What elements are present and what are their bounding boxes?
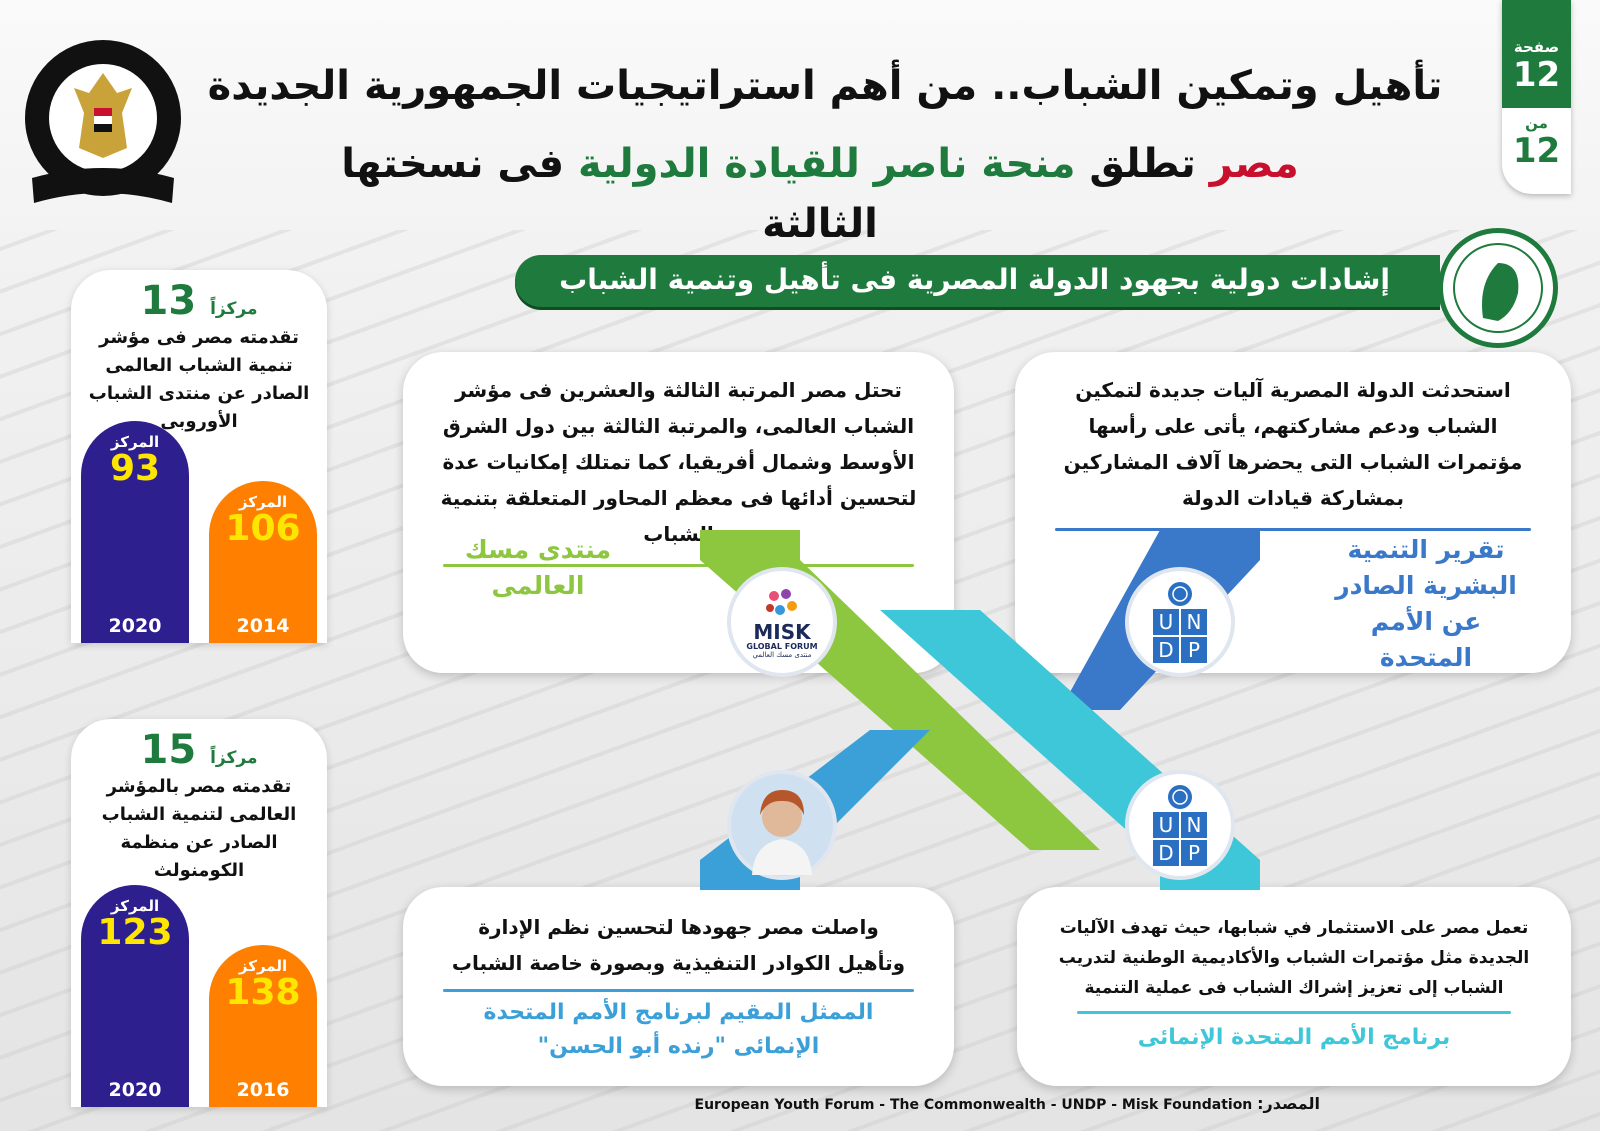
title-nasser-fellowship: منحة ناصر للقيادة الدولية [578, 141, 1076, 187]
page-number: 12 [1512, 55, 1561, 95]
title-egypt: مصر [1209, 141, 1299, 187]
rank-description: تقدمته مصر بالمؤشر العالمى لتنمية الشباب… [101, 776, 297, 881]
misk-name: MISK [753, 619, 811, 644]
un-emblem-icon [1168, 582, 1192, 606]
rank-improvement: 13 [140, 278, 197, 324]
bar-2014: المركز 106 2014 [209, 481, 317, 643]
rank-improvement: 15 [140, 727, 197, 773]
bar-2016: المركز 138 2016 [209, 945, 317, 1107]
undp-letter: U [1153, 609, 1179, 635]
source-label: المصدر: [1257, 1094, 1320, 1113]
card-source: برنامج الأمم المتحدة الإنمائى [1137, 1025, 1451, 1050]
card-misk-forum: تحتل مصر المرتبة الثالثة والعشرين فى مؤش… [403, 352, 954, 673]
rank-unit: مركزاً [210, 748, 258, 768]
media-center-logo [25, 40, 181, 203]
bar-year: 2016 [236, 1079, 290, 1101]
card-body: تحتل مصر المرتبة الثالثة والعشرين فى مؤش… [440, 378, 917, 546]
card-source: منتدى مسك العالمى [464, 535, 612, 600]
total-pages: 12 [1512, 131, 1561, 171]
undp-letter: D [1153, 637, 1179, 663]
source-text: European Youth Forum - The Commonwealth … [694, 1097, 1253, 1113]
card-undp-representative: واصلت مصر جهودها لتحسين نظم الإدارة وتأه… [403, 887, 954, 1086]
page-label: صفحة [1513, 38, 1560, 56]
card-source: تقرير التنمية البشرية الصادر عن الأمم ال… [1335, 535, 1517, 672]
rank-description: تقدمته مصر فى مؤشر تنمية الشباب العالمى … [88, 327, 310, 432]
un-emblem-icon [1168, 785, 1192, 809]
misk-logo: MISK GLOBAL FORUM منتدى مسك العالمي [727, 567, 837, 677]
bar-value: 123 [97, 912, 173, 953]
card-source: الممثل المقيم لبرنامج الأمم المتحدة الإن… [483, 1000, 874, 1059]
bar-label: المركز [238, 493, 288, 511]
main-title-line1: تأهيل وتمكين الشباب.. من أهم استراتيجيات… [207, 63, 1443, 109]
title-launches: تطلق [1089, 141, 1196, 187]
representative-photo [727, 770, 837, 880]
title-third-edition: فى نسختها الثالثة [341, 141, 878, 247]
card-body: تعمل مصر على الاستثمار في شبابها، حيث ته… [1058, 918, 1530, 998]
rank-unit: مركزاً [210, 299, 258, 319]
of-label: من [1525, 114, 1548, 132]
divider [1077, 1011, 1511, 1014]
bar-value: 106 [225, 508, 301, 549]
misk-sub: GLOBAL FORUM [746, 641, 818, 651]
main-title-line2: مصر تطلق منحة ناصر للقيادة الدولية فى نس… [290, 134, 1350, 254]
undp-letter: N [1181, 812, 1207, 838]
bar-value: 138 [225, 972, 301, 1013]
undp-letter: P [1181, 637, 1207, 663]
page-badge: صفحة 12 من 12 [1502, 0, 1571, 194]
bar-label: المركز [110, 897, 160, 915]
bar-2020: المركز 123 2020 [81, 885, 189, 1107]
rank-card-commonwealth: مركزاً 15 تقدمته مصر بالمؤشر العالمى لتن… [71, 719, 327, 1107]
card-undp: تعمل مصر على الاستثمار في شبابها، حيث ته… [1017, 887, 1571, 1086]
rank-card-european-youth-forum: مركزاً 13 تقدمته مصر فى مؤشر تنمية الشبا… [71, 270, 327, 643]
card-undp-hdr: استحدثت الدولة المصرية آليات جديدة لتمكي… [1015, 352, 1571, 673]
card-body: واصلت مصر جهودها لتحسين نظم الإدارة وتأه… [451, 915, 906, 975]
bar-2020: المركز 93 2020 [81, 421, 189, 643]
misk-arabic: منتدى مسك العالمي [752, 650, 812, 659]
bar-year: 2014 [236, 615, 290, 637]
undp-letter: D [1153, 840, 1179, 866]
undp-letter: N [1181, 609, 1207, 635]
bar-value: 93 [109, 448, 161, 489]
undp-letter: P [1181, 840, 1207, 866]
source-line: المصدر: European Youth Forum - The Commo… [0, 1094, 1320, 1113]
divider [443, 989, 914, 992]
card-body: استحدثت الدولة المصرية آليات جديدة لتمكي… [1063, 378, 1523, 510]
bar-label: المركز [238, 957, 288, 975]
bar-year: 2020 [108, 615, 162, 637]
bar-label: المركز [110, 433, 160, 451]
undp-letter: U [1153, 812, 1179, 838]
divider [1055, 528, 1531, 531]
misk-dots-icon [766, 588, 797, 615]
divider [443, 564, 914, 567]
section-banner: إشادات دولية بجهود الدولة المصرية فى تأه… [515, 255, 1440, 307]
nasser-fellowship-emblem [1438, 228, 1558, 348]
bar-year: 2020 [108, 1079, 162, 1101]
